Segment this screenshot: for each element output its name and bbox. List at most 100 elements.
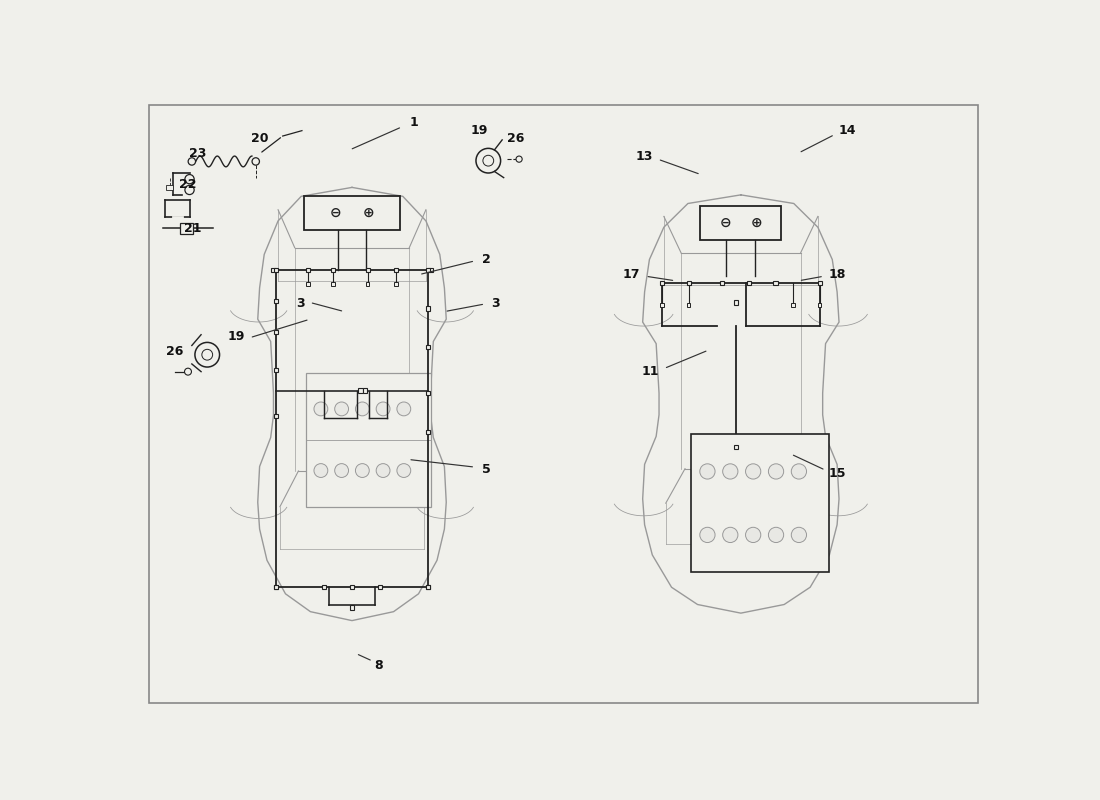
Bar bbox=[394, 282, 398, 286]
Text: 19: 19 bbox=[471, 124, 487, 137]
Bar bbox=[331, 282, 334, 286]
Text: 17: 17 bbox=[623, 268, 640, 281]
Circle shape bbox=[185, 368, 191, 375]
Bar bbox=[428, 268, 432, 272]
Bar bbox=[426, 345, 430, 349]
Bar bbox=[660, 281, 664, 286]
Bar bbox=[426, 430, 430, 434]
Bar bbox=[366, 282, 370, 286]
Circle shape bbox=[483, 155, 494, 166]
Circle shape bbox=[252, 158, 260, 165]
Bar bbox=[363, 389, 367, 393]
Bar bbox=[701, 206, 781, 240]
Bar bbox=[350, 605, 354, 610]
Text: 2: 2 bbox=[483, 253, 491, 266]
Text: 26: 26 bbox=[507, 132, 525, 145]
Circle shape bbox=[355, 402, 370, 416]
Text: 15: 15 bbox=[828, 467, 846, 480]
Bar bbox=[306, 373, 431, 506]
Text: 1: 1 bbox=[409, 117, 418, 130]
Circle shape bbox=[188, 158, 196, 165]
Text: ⊕: ⊕ bbox=[363, 206, 374, 220]
Text: 21: 21 bbox=[184, 222, 201, 235]
Bar bbox=[818, 303, 822, 306]
Bar bbox=[688, 303, 691, 306]
Bar bbox=[304, 196, 400, 230]
Text: 5: 5 bbox=[483, 463, 491, 476]
Bar bbox=[359, 389, 363, 393]
Circle shape bbox=[700, 464, 715, 479]
Circle shape bbox=[746, 527, 761, 542]
Bar bbox=[426, 268, 430, 272]
Text: 23: 23 bbox=[189, 147, 207, 160]
Text: 13: 13 bbox=[636, 150, 653, 162]
Bar bbox=[394, 268, 398, 272]
Circle shape bbox=[516, 156, 522, 162]
Bar bbox=[426, 391, 430, 395]
Bar bbox=[306, 268, 310, 272]
Circle shape bbox=[700, 527, 715, 542]
Text: 22: 22 bbox=[179, 178, 197, 191]
Circle shape bbox=[195, 342, 220, 367]
Circle shape bbox=[376, 402, 390, 416]
Circle shape bbox=[791, 527, 806, 542]
Text: ⊖: ⊖ bbox=[719, 216, 732, 230]
Circle shape bbox=[185, 186, 195, 194]
Bar bbox=[691, 434, 829, 572]
Circle shape bbox=[185, 174, 195, 184]
Bar bbox=[274, 298, 278, 303]
Circle shape bbox=[334, 402, 349, 416]
Bar bbox=[166, 186, 173, 190]
Bar bbox=[817, 281, 822, 286]
Bar bbox=[660, 303, 663, 306]
Bar bbox=[426, 585, 430, 590]
Circle shape bbox=[334, 464, 349, 478]
Circle shape bbox=[397, 464, 410, 478]
Bar bbox=[773, 281, 778, 286]
Circle shape bbox=[791, 464, 806, 479]
Bar bbox=[274, 368, 278, 372]
Circle shape bbox=[314, 464, 328, 478]
Text: ⊕: ⊕ bbox=[750, 216, 762, 230]
Text: 14: 14 bbox=[838, 124, 856, 137]
Circle shape bbox=[355, 464, 370, 478]
Circle shape bbox=[202, 350, 212, 360]
Circle shape bbox=[746, 464, 761, 479]
Bar bbox=[377, 585, 382, 590]
Bar bbox=[686, 281, 691, 286]
Circle shape bbox=[723, 527, 738, 542]
Bar bbox=[274, 330, 278, 334]
Bar bbox=[306, 282, 310, 286]
Bar bbox=[180, 223, 192, 234]
Bar bbox=[350, 585, 354, 590]
Circle shape bbox=[376, 464, 390, 478]
Text: ⊖: ⊖ bbox=[330, 206, 341, 220]
Circle shape bbox=[723, 464, 738, 479]
Text: 8: 8 bbox=[375, 659, 383, 672]
Text: 19: 19 bbox=[228, 330, 245, 342]
Text: 11: 11 bbox=[641, 365, 659, 378]
Bar bbox=[274, 585, 278, 590]
Bar bbox=[426, 585, 430, 590]
Text: 26: 26 bbox=[166, 345, 184, 358]
Text: 3: 3 bbox=[492, 298, 500, 310]
Bar bbox=[322, 585, 327, 590]
Bar bbox=[747, 281, 751, 286]
Bar bbox=[791, 303, 794, 306]
Text: 3: 3 bbox=[296, 298, 305, 310]
Circle shape bbox=[769, 464, 783, 479]
Bar bbox=[274, 414, 278, 418]
Bar bbox=[331, 268, 335, 272]
Bar bbox=[426, 306, 430, 310]
Bar bbox=[274, 585, 278, 590]
Bar bbox=[274, 268, 278, 272]
Text: 20: 20 bbox=[251, 132, 268, 145]
Circle shape bbox=[314, 402, 328, 416]
Text: 18: 18 bbox=[828, 268, 846, 281]
Bar bbox=[719, 281, 724, 286]
Circle shape bbox=[769, 527, 783, 542]
Bar bbox=[734, 300, 738, 305]
Circle shape bbox=[397, 402, 410, 416]
Bar bbox=[272, 268, 276, 272]
Circle shape bbox=[476, 148, 501, 173]
